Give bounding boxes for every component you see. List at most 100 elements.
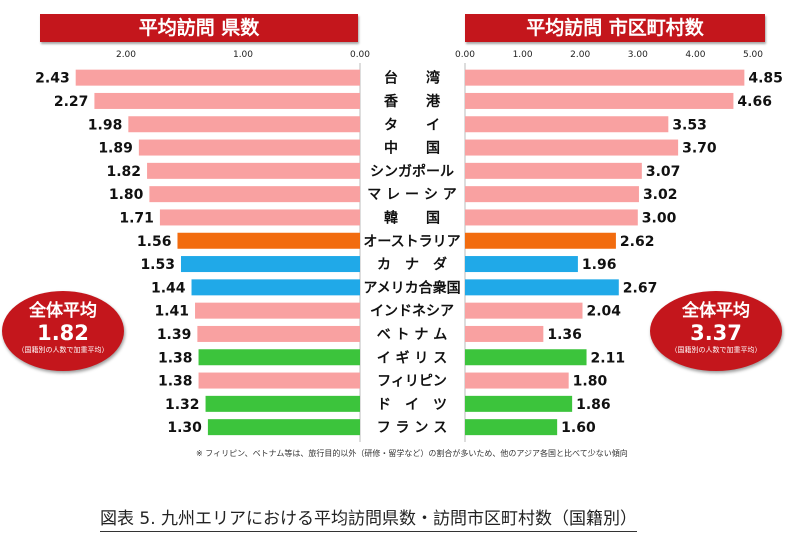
left-average-value: 1.82 xyxy=(37,321,89,345)
left-average-badge: 全体平均 1.82 （国籍別の人数で加重平均） xyxy=(2,291,124,371)
right-bar-value-label: 3.70 xyxy=(682,141,717,157)
right-chart-title: 平均訪問 市区町村数 xyxy=(465,14,765,42)
right-bar-value-label: 2.04 xyxy=(587,304,622,320)
left-axis-tick-label: 2.00 xyxy=(116,50,136,60)
left-bar xyxy=(75,69,360,86)
right-bar xyxy=(465,302,583,319)
right-axis-tick-label: 1.00 xyxy=(513,50,533,60)
left-bar xyxy=(128,116,360,133)
right-bar-value-label: 1.80 xyxy=(573,374,608,390)
right-bar-value-label: 1.36 xyxy=(547,327,582,343)
right-bar-value-label: 3.00 xyxy=(642,210,677,226)
right-axis-tick-label: 5.00 xyxy=(743,50,763,60)
left-bar-value-label: 1.89 xyxy=(98,141,133,157)
right-average-note: （国籍別の人数で加重平均） xyxy=(670,346,762,354)
left-axis-tick-label: 1.00 xyxy=(233,50,253,60)
category-label: シンガポール xyxy=(370,163,454,180)
left-bar xyxy=(198,372,360,389)
left-bar xyxy=(147,162,360,179)
right-bar-value-label: 1.96 xyxy=(582,257,617,273)
right-axis-tick-label: 0.00 xyxy=(455,50,475,60)
right-bar-value-label: 2.62 xyxy=(620,234,655,250)
right-bar-value-label: 2.11 xyxy=(591,350,626,366)
category-label: カ ナ ダ xyxy=(377,256,447,273)
right-bar xyxy=(465,419,558,436)
left-bar-value-label: 1.80 xyxy=(109,187,144,203)
left-bar xyxy=(149,186,360,203)
category-label: タ イ xyxy=(384,117,440,133)
left-bar xyxy=(207,419,360,436)
right-bar xyxy=(465,186,639,203)
right-bar-value-label: 1.60 xyxy=(561,420,596,436)
left-bar xyxy=(198,349,360,366)
footnote: ※ フィリピン、ベトナム等は、旅行目的以外（研修・留学など）の割合が多いため、他… xyxy=(196,449,628,458)
left-bar xyxy=(94,92,360,109)
category-label: イ ギ リ ス xyxy=(377,349,448,366)
right-average-value: 3.37 xyxy=(690,321,742,345)
left-bar-value-label: 1.32 xyxy=(165,397,200,413)
left-axis-tick-label: 0.00 xyxy=(350,50,370,60)
left-bar-value-label: 1.38 xyxy=(158,374,193,390)
right-bar xyxy=(465,69,745,86)
left-bar-value-label: 1.39 xyxy=(157,327,192,343)
left-bar xyxy=(195,302,360,319)
right-axis-tick-label: 3.00 xyxy=(628,50,648,60)
left-bar-value-label: 1.53 xyxy=(140,257,175,273)
right-average-title: 全体平均 xyxy=(682,301,750,321)
left-bar-value-label: 1.56 xyxy=(137,234,172,250)
category-label: アメリカ合衆国 xyxy=(363,279,460,296)
right-bar xyxy=(465,279,619,296)
right-axis-tick-label: 2.00 xyxy=(570,50,590,60)
left-bar-value-label: 1.41 xyxy=(154,304,189,320)
right-average-badge: 全体平均 3.37 （国籍別の人数で加重平均） xyxy=(650,291,782,371)
right-bar-value-label: 3.02 xyxy=(643,187,678,203)
left-bar-value-label: 1.30 xyxy=(167,420,202,436)
right-bar-value-label: 3.07 xyxy=(646,164,681,180)
category-label: ベ ト ナ ム xyxy=(377,327,448,343)
category-label: マ レ ー シ ア xyxy=(367,187,457,203)
right-bar xyxy=(465,92,734,109)
left-bar-value-label: 1.98 xyxy=(88,117,123,133)
right-bar xyxy=(465,209,638,226)
category-label: オーストラリア xyxy=(363,234,460,250)
right-bar-value-label: 1.86 xyxy=(576,397,611,413)
left-bar-value-label: 2.43 xyxy=(35,71,70,87)
category-label: フィリピン xyxy=(377,374,447,390)
left-bar xyxy=(177,232,360,249)
left-bar-value-label: 1.82 xyxy=(107,164,142,180)
left-bar-value-label: 1.71 xyxy=(119,210,154,226)
left-bar xyxy=(159,209,360,226)
left-average-title: 全体平均 xyxy=(29,301,97,321)
left-bar-value-label: 2.27 xyxy=(54,94,89,110)
left-bar xyxy=(205,395,360,412)
right-bar xyxy=(465,372,569,389)
category-label: 台 湾 xyxy=(384,70,440,87)
right-bar xyxy=(465,349,587,366)
right-bar xyxy=(465,325,544,342)
right-bar xyxy=(465,139,679,156)
left-bar xyxy=(191,279,360,296)
left-chart-title: 平均訪問 県数 xyxy=(40,14,358,42)
category-label: 中 国 xyxy=(384,140,440,157)
right-bar-value-label: 2.67 xyxy=(623,280,658,296)
right-bar-value-label: 4.66 xyxy=(737,94,772,110)
category-label: 香 港 xyxy=(383,93,441,110)
right-bar xyxy=(465,116,669,133)
right-axis-tick-label: 4.00 xyxy=(685,50,705,60)
left-bar xyxy=(197,325,360,342)
right-bar-value-label: 3.53 xyxy=(672,117,707,133)
category-label: フ ラ ン ス xyxy=(377,420,448,436)
right-bar-value-label: 4.85 xyxy=(748,71,783,87)
right-bar xyxy=(465,162,642,179)
left-bar xyxy=(138,139,360,156)
category-label: インドネシア xyxy=(370,304,454,320)
left-bar-value-label: 1.44 xyxy=(151,280,186,296)
left-bar xyxy=(180,256,360,273)
right-bar xyxy=(465,395,573,412)
left-bar-value-label: 1.38 xyxy=(158,350,193,366)
right-bar xyxy=(465,232,616,249)
figure-caption: 図表 5. 九州エリアにおける平均訪問県数・訪問市区町村数（国籍別） xyxy=(100,504,638,532)
category-label: 韓 国 xyxy=(384,209,440,226)
left-average-note: （国籍別の人数で加重平均） xyxy=(17,346,109,354)
